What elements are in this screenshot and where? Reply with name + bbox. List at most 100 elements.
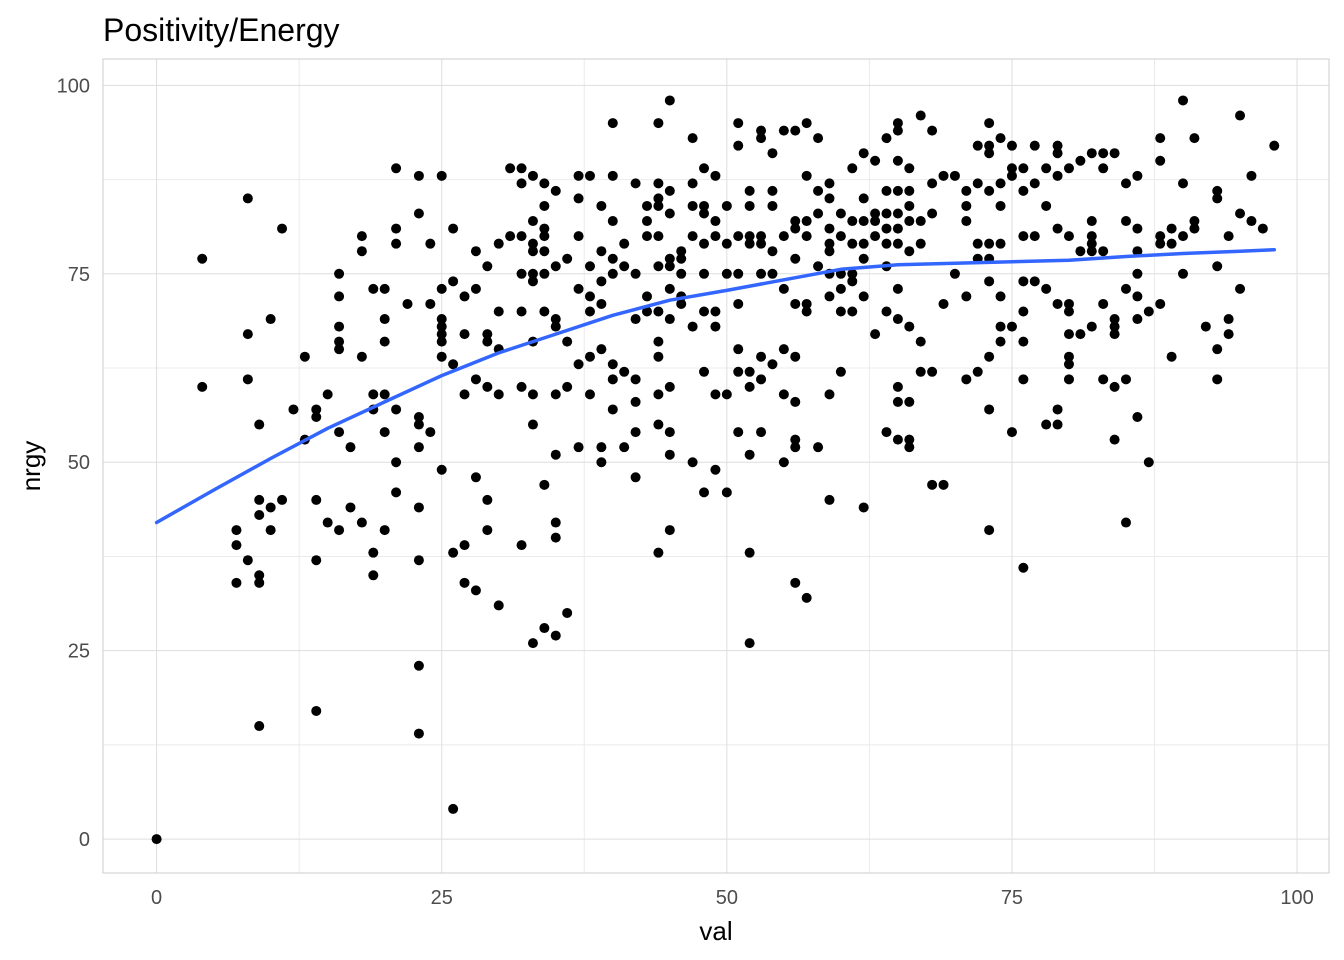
data-point	[710, 306, 721, 317]
data-point	[1189, 216, 1200, 227]
data-point	[1132, 291, 1143, 302]
data-point	[938, 479, 949, 490]
y-tick-label: 0	[79, 829, 90, 851]
data-point	[676, 253, 687, 264]
data-point	[1109, 314, 1120, 325]
data-point	[699, 268, 710, 279]
data-point	[847, 238, 858, 249]
data-point	[1178, 95, 1189, 106]
data-point	[539, 200, 550, 211]
data-point	[744, 185, 755, 196]
data-point	[1018, 163, 1029, 174]
data-point	[231, 540, 242, 551]
data-point	[1018, 231, 1029, 242]
data-point	[904, 396, 915, 407]
data-point	[995, 200, 1006, 211]
data-point	[630, 396, 641, 407]
data-point	[584, 261, 595, 272]
data-point	[254, 419, 265, 430]
data-point	[288, 404, 299, 415]
data-point	[1120, 283, 1131, 294]
data-point	[197, 381, 208, 392]
data-point	[562, 336, 573, 347]
data-point	[1235, 283, 1246, 294]
data-point	[699, 306, 710, 317]
data-point	[436, 329, 447, 340]
data-point	[596, 442, 607, 453]
data-point	[573, 283, 584, 294]
data-point	[995, 178, 1006, 189]
data-point	[870, 231, 881, 242]
data-point	[756, 238, 767, 249]
data-point	[1120, 178, 1131, 189]
data-point	[539, 268, 550, 279]
data-point	[847, 163, 858, 174]
data-point	[459, 329, 470, 340]
data-point	[927, 178, 938, 189]
data-point	[436, 283, 447, 294]
data-point	[596, 200, 607, 211]
data-point	[892, 208, 903, 219]
data-point	[1086, 238, 1097, 249]
data-point	[892, 381, 903, 392]
data-point	[1235, 208, 1246, 219]
data-point	[1132, 412, 1143, 423]
data-point	[892, 118, 903, 129]
data-point	[516, 540, 527, 551]
data-point	[1109, 321, 1120, 332]
data-point	[904, 246, 915, 257]
data-point	[642, 306, 653, 317]
data-point	[790, 442, 801, 453]
data-point	[778, 283, 789, 294]
data-point	[813, 133, 824, 144]
data-point	[539, 623, 550, 634]
data-point	[961, 291, 972, 302]
data-point	[892, 185, 903, 196]
data-point	[265, 502, 276, 513]
data-point	[813, 185, 824, 196]
data-point	[664, 381, 675, 392]
data-point	[767, 246, 778, 257]
data-point	[778, 125, 789, 136]
data-point	[1075, 329, 1086, 340]
data-point	[915, 216, 926, 227]
data-point	[699, 208, 710, 219]
data-point	[801, 170, 812, 181]
data-point	[699, 487, 710, 498]
data-point	[334, 291, 345, 302]
data-point	[710, 216, 721, 227]
data-point	[527, 246, 538, 257]
data-point	[687, 133, 698, 144]
data-point	[265, 314, 276, 325]
data-point	[938, 170, 949, 181]
data-point	[1120, 374, 1131, 385]
data-point	[254, 494, 265, 505]
data-point	[915, 336, 926, 347]
data-point	[961, 200, 972, 211]
data-point	[448, 803, 459, 814]
data-point	[790, 298, 801, 309]
data-point	[664, 253, 675, 264]
data-point	[562, 607, 573, 618]
data-point	[1052, 148, 1063, 159]
data-point	[459, 577, 470, 588]
data-point	[1063, 329, 1074, 340]
data-point	[1063, 374, 1074, 385]
data-point	[1120, 216, 1131, 227]
data-point	[653, 231, 664, 242]
data-point	[915, 366, 926, 377]
data-point	[1018, 306, 1029, 317]
data-point	[242, 374, 253, 385]
data-point	[254, 721, 265, 732]
data-point	[356, 517, 367, 528]
data-point	[470, 374, 481, 385]
data-point	[767, 185, 778, 196]
data-point	[311, 705, 322, 716]
data-point	[436, 464, 447, 475]
data-point	[858, 253, 869, 264]
data-point	[1006, 427, 1017, 438]
data-point	[391, 163, 402, 174]
data-point	[459, 389, 470, 400]
data-point	[744, 231, 755, 242]
data-point	[790, 253, 801, 264]
